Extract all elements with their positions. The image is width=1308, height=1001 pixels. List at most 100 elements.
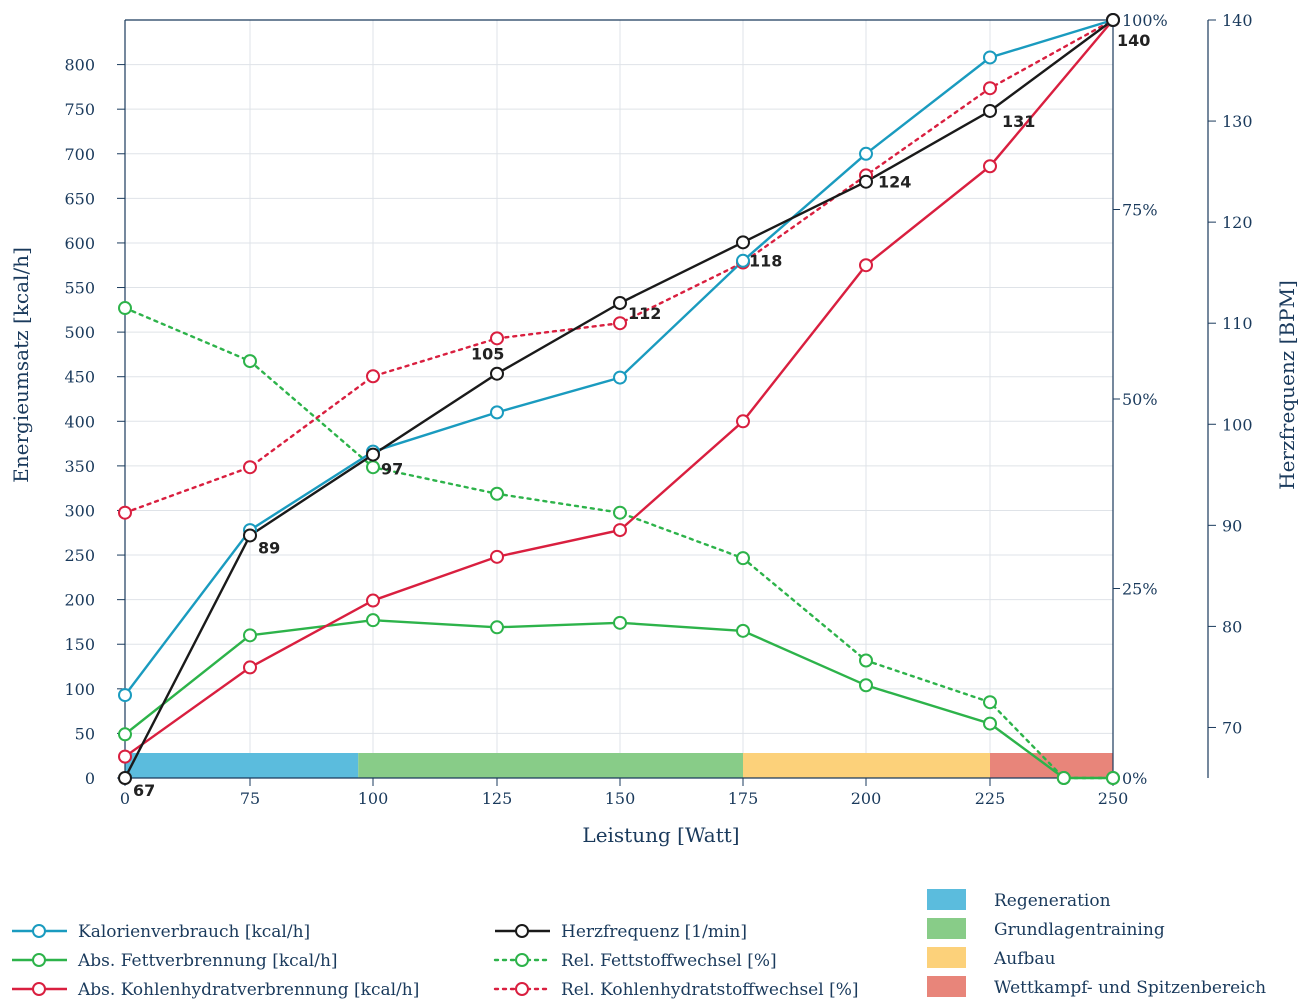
- y-left-tick-label: 750: [64, 100, 95, 119]
- data-point-hr: [243, 528, 257, 543]
- y-left-tick-label: 350: [64, 457, 95, 476]
- legend-swatch-marker: [515, 924, 529, 938]
- zone-legend-swatch: [927, 947, 966, 968]
- data-point-fett_rel: [366, 460, 380, 475]
- y-right-tick-label: 80: [1222, 617, 1242, 636]
- data-point-kh_abs: [118, 749, 132, 764]
- data-point-hr: [613, 295, 627, 310]
- series-line-kalorien: [124, 18, 1114, 696]
- data-point-hr: [118, 771, 132, 785]
- y-right-tick-label: 120: [1222, 213, 1253, 232]
- data-point-fett_rel: [859, 653, 873, 668]
- x-tick-label: 0: [120, 789, 130, 808]
- data-point-kalorien: [983, 50, 997, 65]
- data-point-kh_rel: [983, 81, 997, 96]
- data-point-fett_rel: [243, 354, 257, 369]
- data-point-kalorien: [118, 688, 132, 703]
- series-line-hr: [123, 19, 1114, 779]
- hr-value-label: 118: [749, 251, 782, 270]
- y-left-tick-label: 400: [64, 412, 95, 431]
- y-left-tick-label: 500: [64, 323, 95, 342]
- x-tick-label: 100: [358, 789, 389, 808]
- y-right-tick-label: 140: [1222, 11, 1253, 30]
- zone-legend-label: Wettkampf- und Spitzenbereich: [994, 978, 1266, 998]
- zone-legend-swatch: [927, 889, 966, 910]
- legend-label: Herzfrequenz [1/min]: [561, 922, 747, 942]
- legend-label: Abs. Fettverbrennung [kcal/h]: [77, 951, 338, 971]
- legend-swatch-marker: [32, 982, 46, 996]
- legend-label: Rel. Kohlenhydratstoffwechsel [%]: [561, 980, 859, 1000]
- y-left-tick-label: 700: [64, 145, 95, 164]
- hr-value-label: 140: [1117, 31, 1150, 50]
- legend-label: Kalorienverbrauch [kcal/h]: [78, 922, 310, 942]
- y-right-axis-title: Herzfrequenz [BPM]: [1275, 280, 1299, 490]
- data-point-fett_rel: [736, 551, 750, 566]
- x-tick-label: 250: [1098, 789, 1129, 808]
- series-line-fett_rel: [123, 306, 1115, 780]
- y-right-tick-label: 100: [1222, 415, 1253, 434]
- zone-band: [743, 753, 990, 778]
- data-point-hr: [1106, 13, 1120, 27]
- data-point-kh_abs: [366, 593, 380, 608]
- zone-legend-label: Aufbau: [993, 949, 1056, 969]
- data-point-fett_abs: [613, 615, 627, 630]
- hr-value-label: 105: [471, 345, 504, 364]
- y-left-tick-label: 800: [64, 56, 95, 75]
- data-point-fett_rel: [490, 486, 504, 501]
- hr-value-label: 131: [1002, 112, 1035, 131]
- data-point-fett_abs: [859, 678, 873, 693]
- y-left-tick-label: 0: [85, 769, 95, 788]
- y-percent-tick-label: 100%: [1122, 11, 1168, 30]
- y-left-tick-label: 650: [64, 189, 95, 208]
- y-percent-tick-label: 75%: [1122, 201, 1158, 220]
- data-point-fett_abs: [983, 716, 997, 731]
- data-point-kalorien: [736, 253, 750, 268]
- zone-band: [358, 753, 743, 778]
- series-line-fett_abs: [124, 618, 1113, 780]
- data-point-kalorien: [490, 405, 504, 420]
- y-left-tick-label: 100: [64, 680, 95, 699]
- y-right-tick-label: 130: [1222, 112, 1253, 131]
- y-left-tick-label: 600: [64, 234, 95, 253]
- y-right-tick-label: 90: [1222, 516, 1242, 535]
- y-left-tick-label: 250: [64, 546, 95, 565]
- series-line-kh_abs: [124, 19, 1114, 758]
- data-point-kh_rel: [613, 316, 627, 331]
- zone-legend-label: Grundlagentraining: [994, 920, 1165, 940]
- zone-legend-swatch: [927, 976, 966, 997]
- y-left-tick-label: 450: [64, 368, 95, 387]
- series-line-kh_rel: [123, 18, 1115, 514]
- data-point-kh_abs: [983, 159, 997, 174]
- legend-swatch-marker: [32, 924, 46, 938]
- data-point-hr: [983, 103, 997, 118]
- y-left-tick-label: 200: [64, 591, 95, 610]
- x-tick-label: 175: [728, 789, 759, 808]
- data-point-fett_abs: [1056, 771, 1071, 785]
- y-percent-tick-label: 50%: [1122, 390, 1158, 409]
- data-point-fett_abs: [243, 628, 257, 643]
- data-point-fett_rel: [613, 505, 627, 520]
- series-points: [118, 13, 1120, 785]
- x-tick-label: 225: [975, 789, 1006, 808]
- data-point-kh_rel: [243, 460, 257, 475]
- series-lines: [123, 18, 1115, 780]
- x-tick-label: 75: [240, 789, 260, 808]
- data-point-fett_abs: [366, 613, 380, 628]
- data-point-fett_abs: [490, 620, 504, 635]
- data-point-kh_rel: [118, 505, 132, 520]
- training-zones: [125, 753, 1113, 778]
- legend-swatch-marker: [515, 982, 529, 996]
- y-left-tick-label: 300: [64, 501, 95, 520]
- data-point-fett_rel: [983, 695, 997, 710]
- hr-value-label: 67: [133, 781, 155, 800]
- legend-label: Abs. Kohlenhydratverbrennung [kcal/h]: [77, 980, 419, 1000]
- data-point-fett_abs: [1106, 771, 1120, 785]
- x-axis-title: Leistung [Watt]: [582, 823, 739, 847]
- zone-band: [125, 753, 359, 778]
- data-point-hr: [736, 235, 750, 250]
- legend-label: Rel. Fettstoffwechsel [%]: [561, 951, 777, 971]
- hr-value-label: 124: [878, 173, 911, 192]
- heart-rate-labels: 67 89 97 105 112 118 124 131 140: [133, 31, 1150, 800]
- axes: 0 50 100 150 200 250 300 350 400 450 500 550 600 650 7…: [64, 11, 1252, 808]
- data-point-hr: [859, 174, 873, 189]
